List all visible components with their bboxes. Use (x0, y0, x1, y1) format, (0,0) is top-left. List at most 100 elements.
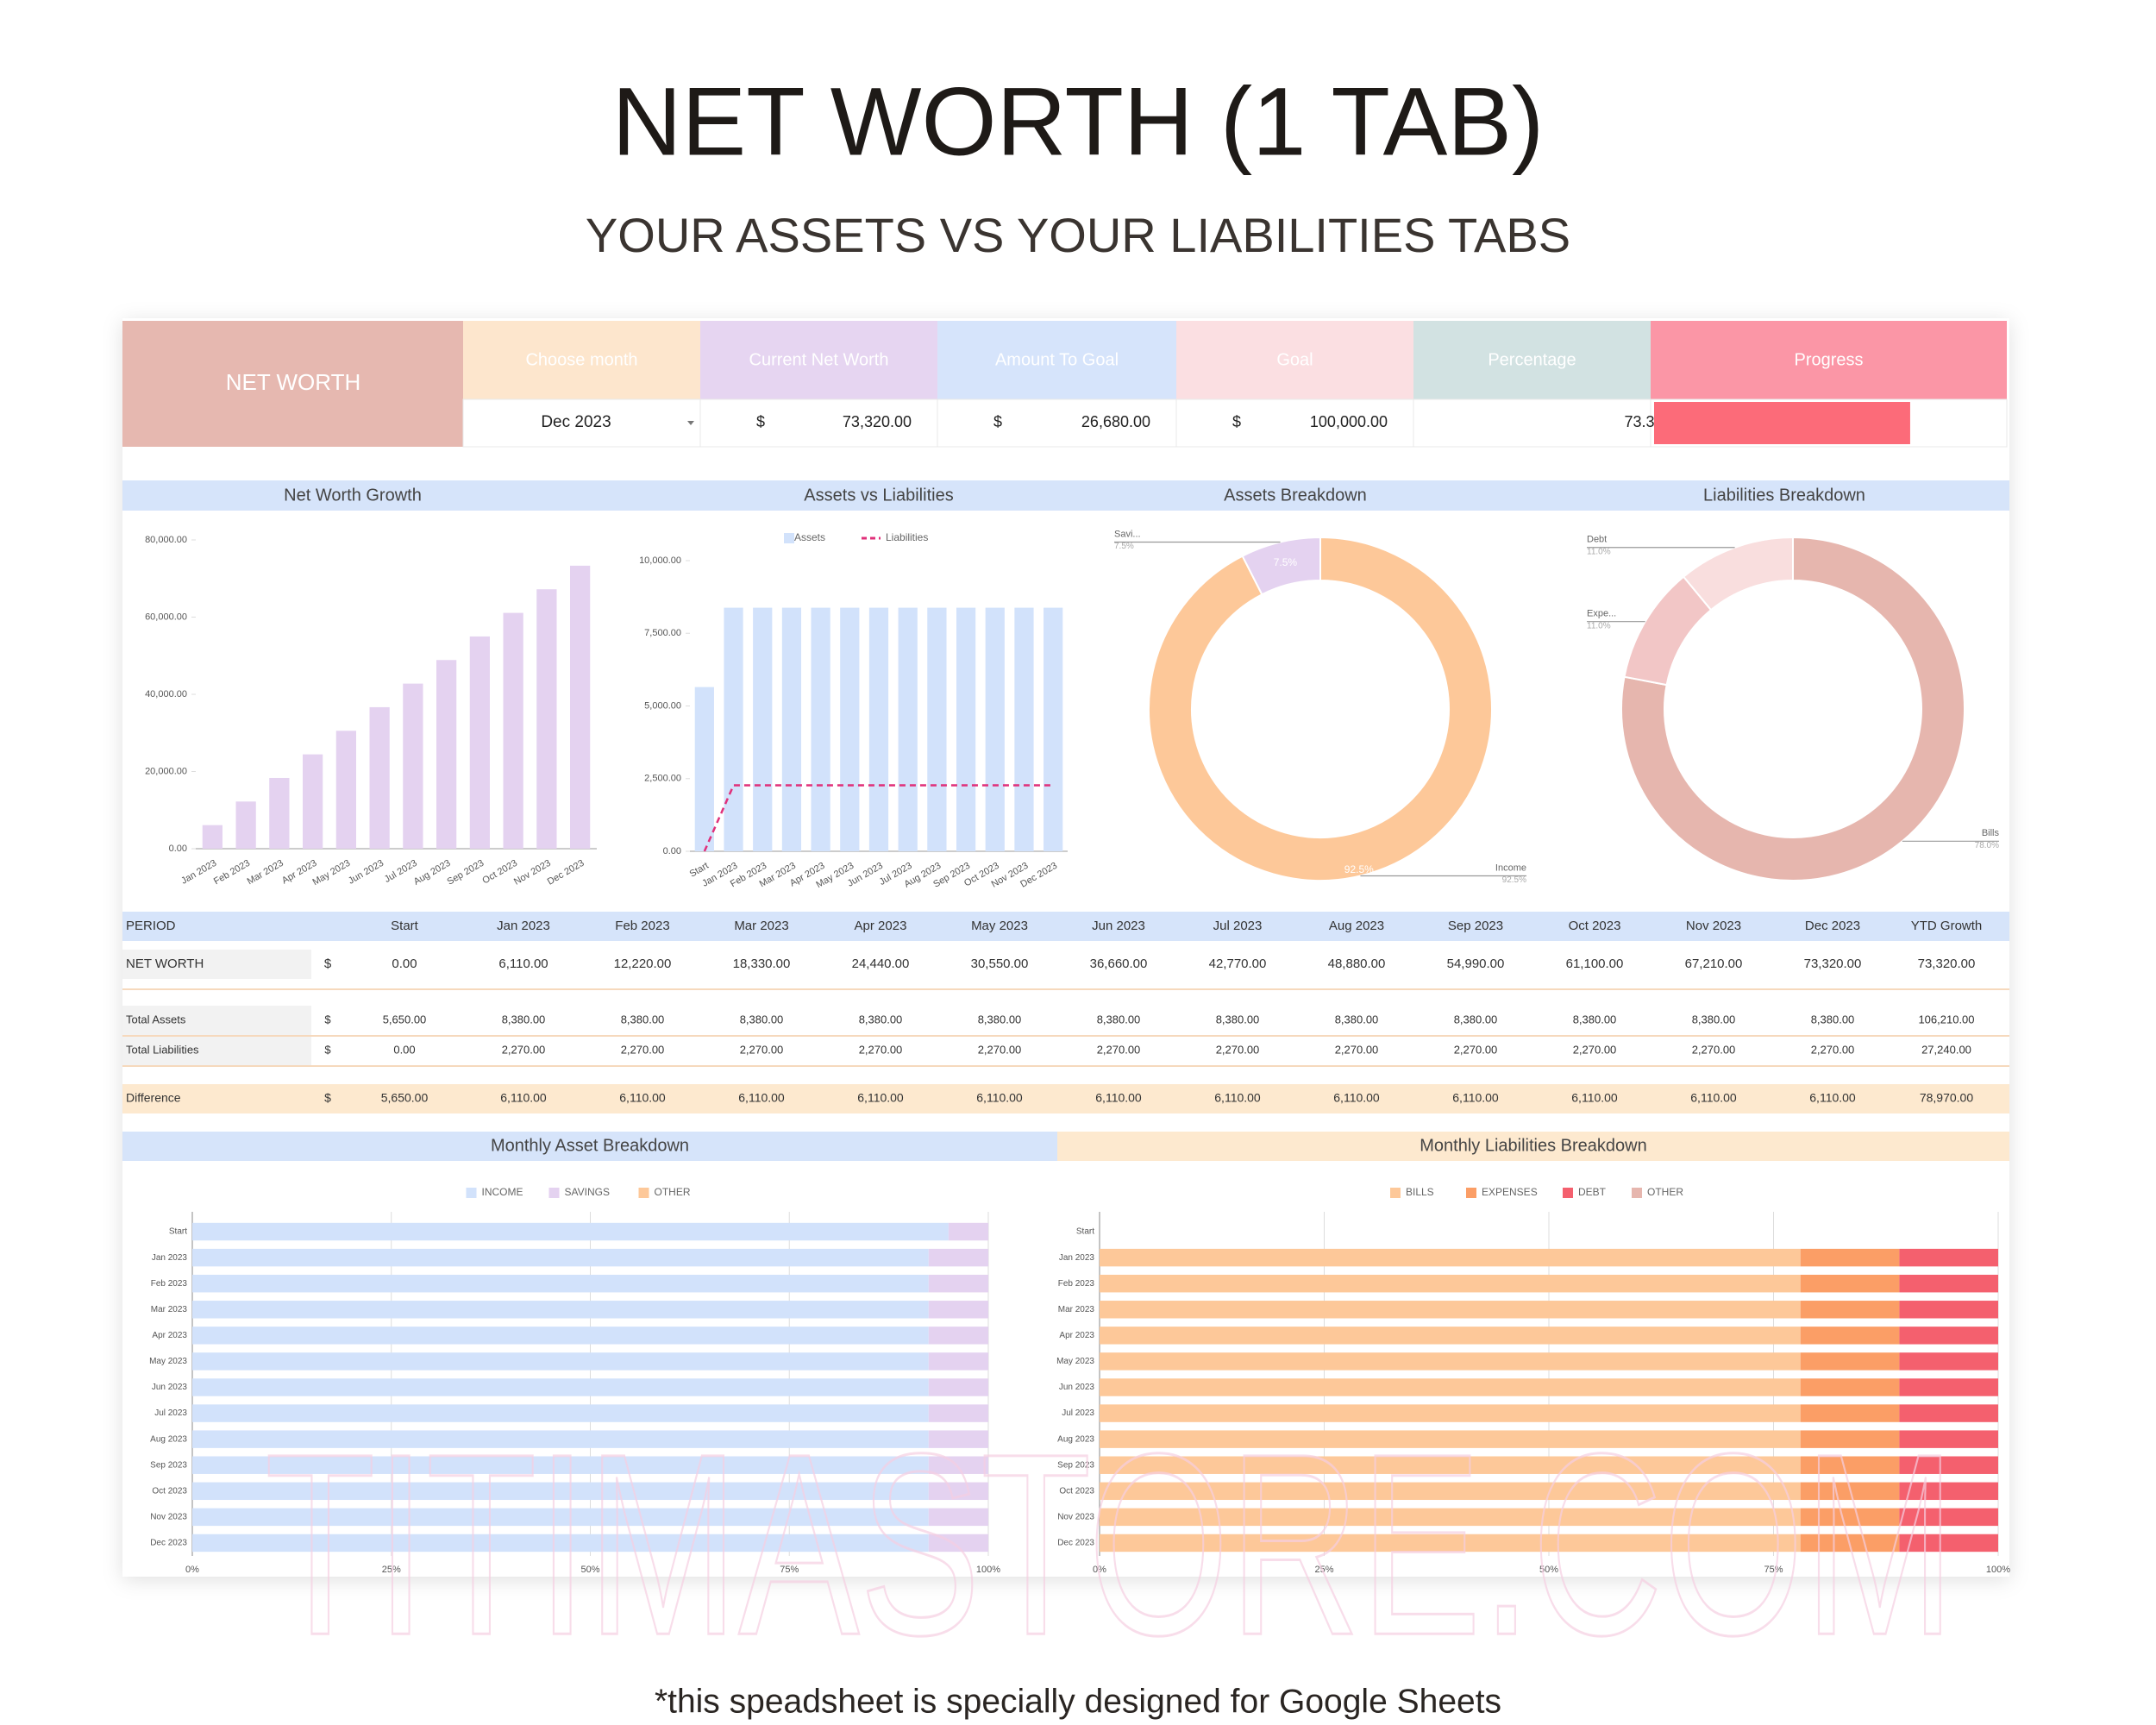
table-cell: 2,270.00 (621, 1043, 665, 1056)
row-label-cell (122, 1036, 311, 1065)
bar-segment (192, 1482, 929, 1501)
bar-segment (192, 1430, 929, 1448)
table-cell: 2,270.00 (1692, 1043, 1736, 1056)
y-tick-label: 80,000.00 (145, 535, 187, 545)
net-worth-label: NET WORTH (226, 369, 360, 395)
page-subtitle: YOUR ASSETS VS YOUR LIABILITIES TABS (586, 208, 1570, 262)
x-tick-label: 75% (780, 1565, 799, 1575)
bar-segment (1100, 1482, 1801, 1501)
bar (753, 607, 773, 851)
summary-value-cell (1175, 398, 1414, 448)
summary-value-cell (462, 398, 701, 448)
table-cell: 8,380.00 (502, 1013, 546, 1026)
slice-label: 7.5% (1274, 556, 1298, 568)
table-cell: $ (324, 1091, 331, 1105)
table-cell: 106,210.00 (1918, 1013, 1974, 1026)
table-cell: 2,270.00 (1097, 1043, 1141, 1056)
bar (369, 706, 390, 849)
chart-title: Assets vs Liabilities (804, 486, 953, 505)
summary-header-text: Goal (1276, 350, 1313, 369)
y-tick-label: Jan 2023 (152, 1253, 188, 1263)
table-cell: 2,270.00 (1216, 1043, 1260, 1056)
table-cell: 2,270.00 (740, 1043, 784, 1056)
table-cell: 36,660.00 (1090, 957, 1148, 971)
bar-segment (1899, 1456, 1998, 1474)
x-tick-label: 100% (1986, 1565, 2010, 1575)
table-cell: 6,110.00 (1690, 1091, 1737, 1105)
table-cell: 8,380.00 (621, 1013, 665, 1026)
table-cell: 8,380.00 (1573, 1013, 1617, 1026)
x-tick-label: 0% (1093, 1565, 1106, 1575)
bar (694, 687, 714, 851)
table-cell: Total Liabilities (126, 1043, 199, 1056)
table-cell: 0.00 (393, 1043, 415, 1056)
table-cell: 73,320.00 (1804, 957, 1862, 971)
summary-header-cell (1176, 321, 1413, 399)
table-header-cell: Sep 2023 (1448, 919, 1503, 933)
bar-segment (192, 1378, 929, 1396)
table-cell: Total Assets (126, 1013, 186, 1026)
summary-header-cell (1651, 321, 2007, 399)
y-tick-label: Sep 2023 (150, 1460, 187, 1470)
legend-label: BILLS (1406, 1186, 1434, 1198)
table-cell: 54,990.00 (1447, 957, 1505, 971)
x-tick-label: 25% (382, 1565, 401, 1575)
table-cell: 48,880.00 (1328, 957, 1386, 971)
legend-swatch (548, 1188, 560, 1198)
bar-segment (928, 1404, 988, 1422)
y-tick-label: 0.00 (169, 844, 187, 854)
table-cell: 78,970.00 (1920, 1091, 1973, 1105)
table-cell: 6,110.00 (1095, 1091, 1142, 1105)
callout-value: 78.0% (1975, 841, 1999, 850)
y-tick-label: Feb 2023 (1058, 1279, 1095, 1289)
table-cell: 8,380.00 (1097, 1013, 1141, 1026)
bar (436, 660, 457, 849)
bar (1014, 607, 1034, 851)
table-cell: 8,380.00 (1692, 1013, 1736, 1026)
table-cell: 6,110.00 (738, 1091, 785, 1105)
table-cell: 5,650.00 (381, 1091, 429, 1105)
bar (269, 777, 290, 849)
bar-segment (192, 1274, 929, 1293)
bar-segment (1800, 1430, 1900, 1448)
table-cell: 8,380.00 (859, 1013, 903, 1026)
bar-segment (928, 1352, 988, 1371)
line (703, 784, 1054, 852)
bar-segment (1899, 1482, 1998, 1501)
table-cell: 2,270.00 (502, 1043, 546, 1056)
watermark: TITIMASTORE.COM (265, 1399, 1955, 1689)
bar-segment (1800, 1534, 1900, 1552)
bar-segment (928, 1327, 988, 1345)
table-header-cell: Jul 2023 (1213, 919, 1263, 933)
y-tick-label: Nov 2023 (150, 1513, 187, 1522)
y-tick-label: 5,000.00 (644, 700, 681, 711)
table-cell: 6,110.00 (1571, 1091, 1618, 1105)
table-cell: 6,110.00 (498, 957, 548, 971)
y-tick-label: Apr 2023 (1059, 1331, 1094, 1340)
table-cell: 8,380.00 (1335, 1013, 1379, 1026)
table-cell: 30,550.00 (971, 957, 1029, 971)
summary-header-text: Amount To Goal (995, 350, 1119, 369)
y-tick-label: Jan 2023 (1059, 1253, 1095, 1263)
table-header-row (122, 912, 2009, 941)
bar (840, 607, 860, 851)
y-tick-label: 0.00 (663, 846, 681, 856)
y-tick-label: Sep 2023 (1057, 1460, 1094, 1470)
summary-value-cell (937, 398, 1177, 448)
bar-segment (1100, 1508, 1801, 1527)
x-tick-label: 0% (185, 1565, 199, 1575)
bar (536, 589, 557, 849)
bar (235, 801, 256, 849)
legend-swatch (638, 1188, 649, 1198)
month-select: Dec 2023 (541, 413, 611, 431)
pie-slice (1148, 536, 1493, 881)
chart-title: Net Worth Growth (284, 486, 422, 505)
bar-segment (928, 1482, 988, 1501)
table-header-cell: Aug 2023 (1329, 919, 1384, 933)
table-cell: 12,220.00 (614, 957, 672, 971)
chart-title: Liabilities Breakdown (1703, 486, 1865, 505)
pie-slice (1620, 536, 1965, 881)
bar-segment (1100, 1404, 1801, 1422)
y-tick-label: May 2023 (149, 1357, 187, 1366)
